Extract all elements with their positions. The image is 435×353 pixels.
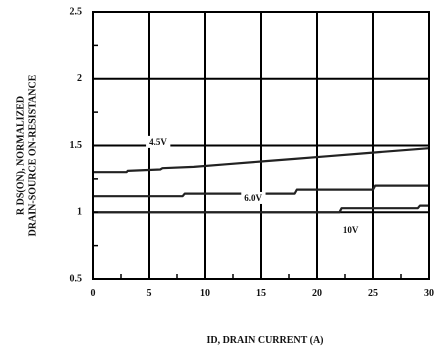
series-label-bg-4.5V <box>146 135 171 148</box>
series-label-4.5V: 4.5V <box>149 137 167 147</box>
series-line-4.5V <box>93 147 430 174</box>
x-tick-label-20: 20 <box>312 288 322 299</box>
y-tick-label-1.5: 1.5 <box>70 140 83 151</box>
x-axis-title: ID, DRAIN CURRENT (A) <box>206 335 323 346</box>
series-line-6.0V <box>93 184 429 198</box>
series-layer <box>93 147 430 214</box>
y-tick-label-2: 2 <box>77 73 82 84</box>
x-tick-label-10: 10 <box>200 288 210 299</box>
axis-layer: 0 5 10 15 20 25 30 0.5 1 1.5 2 2.5 ID, DRAIN CURRENT… <box>15 6 434 346</box>
x-tick-label-5: 5 <box>147 288 152 299</box>
series-label-bg-6.0V <box>241 191 266 204</box>
series-label-10V: 10V <box>343 225 359 235</box>
series-label-6.0V: 6.0V <box>244 193 262 203</box>
y-tick-label-2.5: 2.5 <box>70 6 83 17</box>
y-tick-label-0.5: 0.5 <box>70 273 83 284</box>
x-tick-label-30: 30 <box>424 288 434 299</box>
y-axis-title-line-1: R DS(ON), NORMALIZED <box>15 96 26 215</box>
y-axis-title-line-2: DRAIN-SOURCE ON-RESISTANCE <box>27 74 38 236</box>
x-tick-label-15: 15 <box>256 288 266 299</box>
x-tick-label-0: 0 <box>91 288 96 299</box>
series-line-10V <box>93 204 429 214</box>
y-tick-label-1: 1 <box>77 207 82 218</box>
label-layer: 4.5V 6.0V 10V <box>146 135 362 237</box>
x-tick-label-25: 25 <box>368 288 378 299</box>
series-label-bg-10V <box>339 224 362 237</box>
